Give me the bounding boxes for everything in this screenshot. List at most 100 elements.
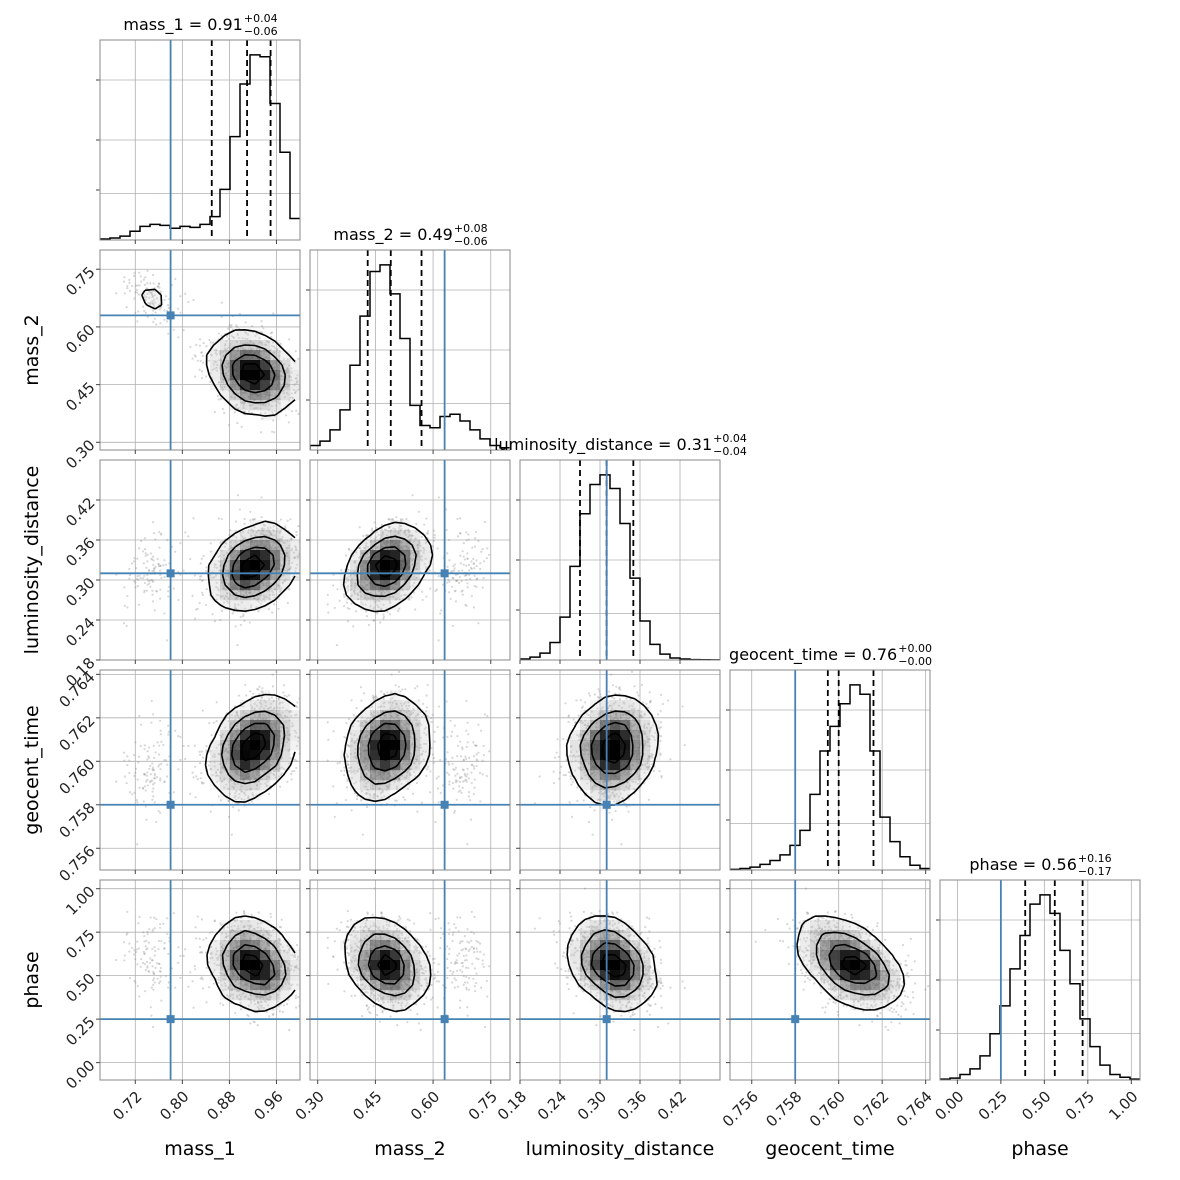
- sample-point: [132, 753, 136, 757]
- sample-point: [448, 580, 451, 583]
- sample-point: [352, 590, 356, 593]
- density-cell: [210, 370, 221, 381]
- sample-point: [220, 301, 223, 304]
- sample-point: [233, 606, 237, 610]
- density-cell: [280, 560, 291, 571]
- density-cell: [240, 400, 251, 411]
- density-cell: [270, 340, 281, 351]
- sample-point: [286, 715, 289, 719]
- sample-point: [234, 520, 238, 523]
- sample-point: [302, 376, 304, 378]
- sample-point: [133, 297, 136, 300]
- scatter-panel-mass_1-vs-mass_2: 0.300.450.600.75: [62, 249, 304, 472]
- sample-point: [234, 607, 237, 610]
- sample-point: [344, 581, 348, 584]
- sample-point: [153, 772, 156, 775]
- density-cell: [260, 370, 271, 381]
- sample-point: [281, 706, 284, 709]
- sample-point: [456, 579, 459, 582]
- sample-point: [214, 770, 218, 773]
- sample-point: [264, 704, 267, 707]
- density-cell: [410, 550, 421, 561]
- sample-point: [241, 615, 245, 618]
- density-cell: [220, 390, 231, 401]
- sample-point: [353, 574, 356, 577]
- sample-point: [149, 585, 152, 588]
- sample-point: [273, 706, 276, 709]
- sample-point: [193, 574, 196, 577]
- sample-point: [227, 380, 230, 383]
- sample-point: [296, 740, 300, 743]
- sample-point: [143, 581, 146, 585]
- sample-point: [296, 388, 300, 391]
- sample-point: [213, 411, 216, 414]
- density-cell: [270, 350, 281, 361]
- sample-point: [227, 780, 231, 784]
- sample-point: [465, 539, 468, 542]
- sample-point: [414, 537, 417, 540]
- sample-point: [286, 695, 289, 698]
- sample-point: [395, 516, 398, 519]
- sample-point: [152, 580, 155, 583]
- sample-point: [237, 809, 240, 812]
- sample-point: [152, 777, 156, 780]
- sample-point: [354, 559, 357, 563]
- sample-point: [294, 569, 297, 573]
- sample-point: [454, 600, 458, 603]
- sample-point: [332, 584, 335, 587]
- sample-point: [286, 367, 289, 370]
- sample-point: [407, 530, 411, 534]
- sample-point: [272, 419, 275, 422]
- sample-point: [167, 595, 170, 598]
- sample-point: [270, 533, 273, 536]
- sample-point: [219, 771, 222, 774]
- sample-point: [150, 578, 153, 581]
- sample-point: [282, 574, 285, 577]
- sample-point: [366, 534, 369, 537]
- density-cell: [250, 540, 261, 551]
- sample-point: [216, 566, 219, 569]
- axes-frame: [519, 459, 721, 661]
- sample-point: [303, 518, 305, 520]
- sample-point: [289, 537, 292, 540]
- sample-point: [373, 521, 376, 524]
- sample-point: [128, 289, 132, 292]
- sample-point: [145, 818, 148, 821]
- contour-line: [207, 520, 296, 612]
- sample-point: [228, 787, 231, 791]
- sample-point: [271, 341, 275, 344]
- sample-point: [287, 762, 291, 765]
- sample-point: [459, 531, 462, 535]
- sample-point: [152, 520, 155, 524]
- sample-point: [263, 596, 266, 599]
- sample-point: [476, 577, 479, 580]
- sample-point: [148, 582, 151, 585]
- density-cell: [230, 540, 241, 551]
- sample-point: [302, 713, 304, 715]
- sample-point: [255, 606, 258, 609]
- sample-point: [417, 510, 420, 513]
- sample-point: [292, 397, 295, 400]
- sample-point: [153, 293, 156, 297]
- sample-point: [283, 395, 286, 399]
- sample-point: [373, 537, 376, 540]
- density-cell: [270, 560, 281, 571]
- density-cell: [290, 540, 300, 551]
- sample-point: [252, 794, 255, 797]
- sample-point: [269, 532, 273, 535]
- density-cell: [360, 570, 371, 581]
- sample-point: [391, 595, 394, 598]
- axes-frame: [309, 459, 511, 661]
- sample-point: [350, 577, 354, 581]
- sample-point: [225, 348, 229, 351]
- sample-point: [382, 615, 385, 618]
- sample-point: [353, 582, 357, 585]
- sample-point: [143, 294, 146, 297]
- sample-point: [285, 546, 288, 550]
- sample-point: [137, 603, 141, 606]
- sample-point: [144, 552, 147, 555]
- sample-point: [246, 337, 249, 341]
- sample-point: [159, 290, 162, 293]
- sample-point: [151, 569, 154, 573]
- sample-point: [215, 366, 218, 369]
